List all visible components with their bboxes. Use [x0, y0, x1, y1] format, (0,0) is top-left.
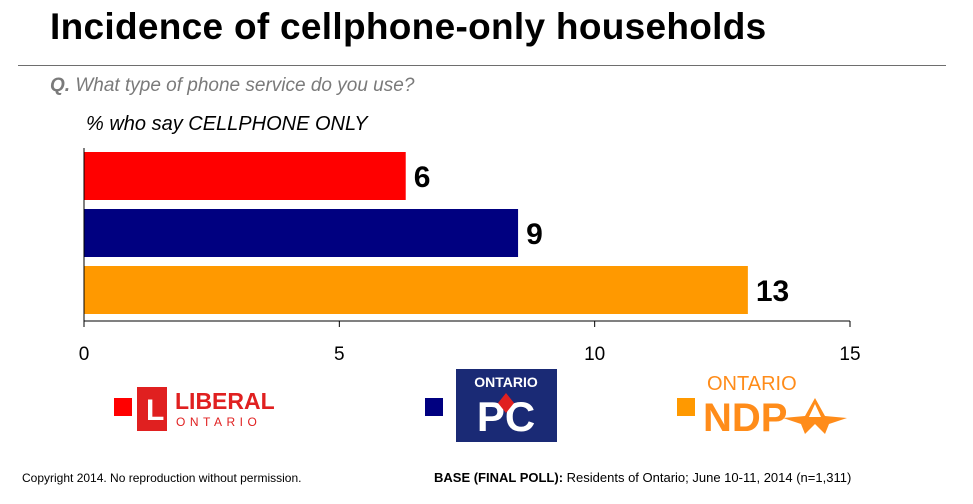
bar-ndp [84, 266, 748, 314]
x-tick-label-0: 0 [79, 344, 90, 365]
liberal-logo-mark: L [146, 394, 164, 427]
x-tick-label-10: 10 [584, 344, 605, 365]
data-label-pc: 9 [526, 218, 543, 251]
base-text: Residents of Ontario; June 10-11, 2014 (… [566, 470, 852, 485]
base-note: BASE (FINAL POLL): Residents of Ontario;… [434, 470, 851, 485]
x-tick-label-15: 15 [839, 344, 860, 365]
question-body: What type of phone service do you use? [75, 75, 415, 96]
bar-liberal [84, 152, 406, 200]
x-tick-label-5: 5 [334, 344, 345, 365]
ndp-logo-text: NDP [703, 396, 787, 436]
data-label-ndp: 13 [756, 275, 789, 308]
legend-swatch-liberal [114, 398, 132, 416]
copyright-notice: Copyright 2014. No reproduction without … [22, 471, 302, 485]
legend-swatch-ndp [677, 398, 695, 416]
page-title: Incidence of cellphone-only households [50, 6, 767, 47]
question-text: Q. What type of phone service do you use… [50, 75, 414, 97]
chart-subtitle: % who say CELLPHONE ONLY [86, 113, 368, 135]
data-label-liberal: 6 [414, 161, 431, 194]
pc-logo: ONTARIO PC [456, 369, 557, 442]
liberal-logo-block [137, 387, 167, 431]
pc-logo-top-text: ONTARIO [474, 374, 538, 390]
ndp-logo: ONTARIO NDP [703, 373, 847, 436]
trillium-center [809, 404, 821, 417]
title-divider [18, 65, 946, 66]
liberal-logo-subtext: ONTARIO [176, 415, 261, 429]
legend-swatch-pc [425, 398, 443, 416]
liberal-logo-text: LIBERAL [175, 388, 275, 414]
question-prefix: Q. [50, 75, 71, 96]
bar-pc [84, 209, 519, 257]
liberal-logo: L LIBERAL ONTARIO [137, 387, 275, 431]
trillium-icon [498, 393, 514, 413]
pc-logo-art: ONTARIO PC [474, 374, 538, 440]
ndp-logo-top-text: ONTARIO [707, 373, 797, 395]
base-label: BASE (FINAL POLL): [434, 470, 564, 485]
